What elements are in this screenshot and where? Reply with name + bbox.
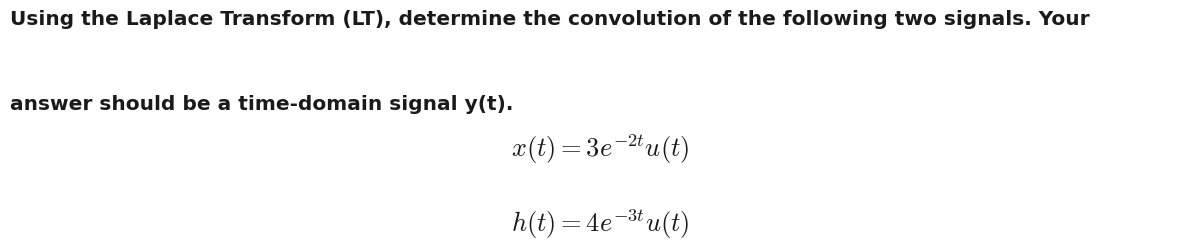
Text: answer should be a time-domain signal y(t).: answer should be a time-domain signal y(…	[10, 95, 512, 114]
Text: $x(t) = 3e^{-2t}u(t)$: $x(t) = 3e^{-2t}u(t)$	[511, 132, 689, 166]
Text: $h(t) = 4e^{-3t}u(t)$: $h(t) = 4e^{-3t}u(t)$	[511, 207, 689, 241]
Text: Using the Laplace Transform (LT), determine the convolution of the following two: Using the Laplace Transform (LT), determ…	[10, 10, 1090, 29]
